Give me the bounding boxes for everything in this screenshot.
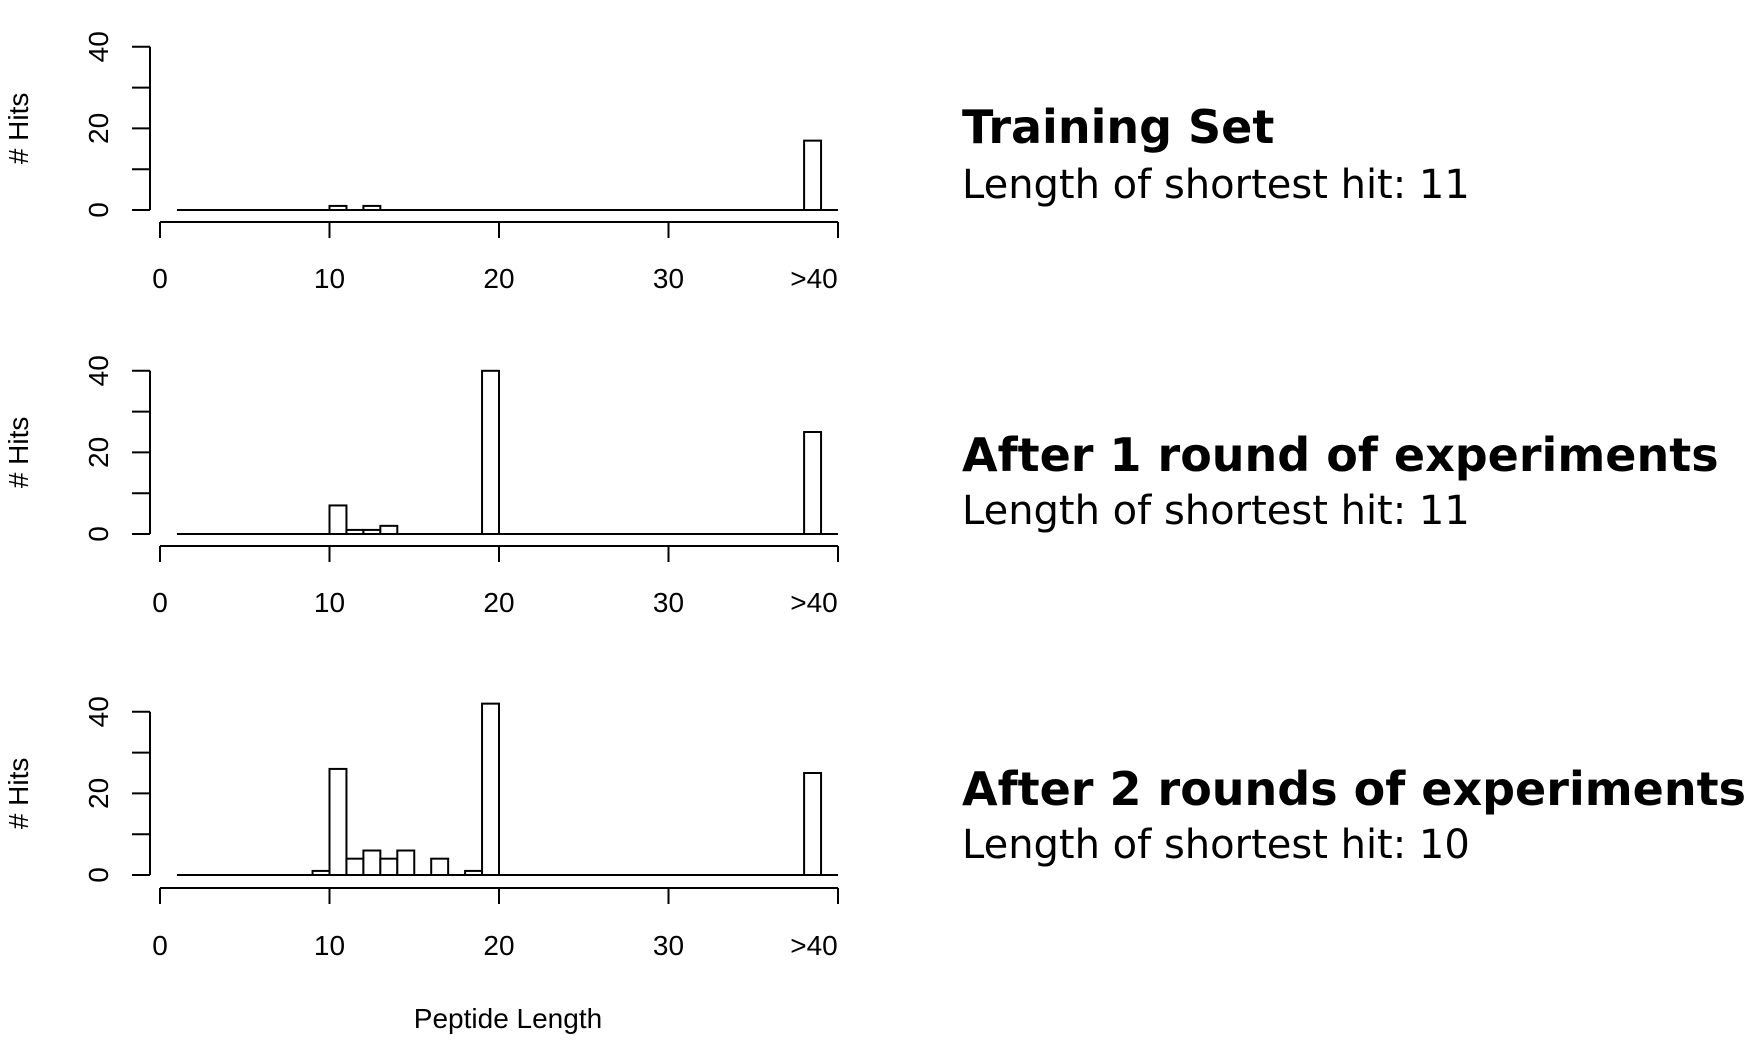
x-tick-label: 20 bbox=[483, 930, 514, 961]
y-axis-title: # Hits bbox=[3, 93, 34, 165]
x-tick-label: 30 bbox=[653, 930, 684, 961]
y-tick-label: 0 bbox=[83, 867, 114, 883]
histogram-bar bbox=[345, 528, 365, 535]
histogram-bar bbox=[328, 767, 348, 876]
panel-caption-subtitle: Length of shortest hit: 11 bbox=[962, 162, 1470, 208]
histogram-bar bbox=[362, 849, 382, 877]
x-tick-label: 20 bbox=[483, 263, 514, 294]
histogram-bar bbox=[464, 869, 484, 876]
x-tick-label: 10 bbox=[314, 587, 345, 618]
panel-caption-title: After 2 rounds of experiments bbox=[962, 762, 1746, 816]
x-tick-label: 10 bbox=[314, 263, 345, 294]
y-tick-label: 0 bbox=[83, 526, 114, 542]
histogram-bar bbox=[396, 849, 416, 877]
histogram-bar bbox=[481, 702, 500, 877]
histogram-bar bbox=[362, 204, 382, 211]
x-tick-label: >40 bbox=[790, 587, 838, 618]
x-tick-label: 0 bbox=[152, 587, 168, 618]
histogram-bar bbox=[803, 772, 823, 876]
x-tick-label: 0 bbox=[152, 263, 168, 294]
y-tick-label: 20 bbox=[83, 113, 114, 144]
x-tick-label: 10 bbox=[314, 930, 345, 961]
y-tick-label: 40 bbox=[83, 696, 114, 727]
histogram-panel: 0 20 40 # Hits 0 10 20 30 >40 After 1 round of ex… bbox=[3, 355, 1719, 618]
histogram-bar bbox=[379, 857, 399, 876]
histogram-bar bbox=[379, 524, 399, 536]
histogram-bar bbox=[803, 139, 823, 211]
histogram-bar bbox=[803, 431, 823, 535]
histogram-bar bbox=[345, 857, 365, 876]
y-tick-label: 40 bbox=[83, 31, 114, 62]
y-tick-label: 0 bbox=[83, 202, 114, 218]
histogram-bar bbox=[328, 504, 348, 536]
x-tick-label: 0 bbox=[152, 930, 168, 961]
panel-caption-subtitle: Length of shortest hit: 10 bbox=[962, 822, 1470, 868]
y-axis-title: # Hits bbox=[3, 417, 34, 489]
x-tick-label: 30 bbox=[653, 263, 684, 294]
y-tick-label: 20 bbox=[83, 437, 114, 468]
histogram-bar bbox=[481, 369, 500, 535]
x-tick-label: 30 bbox=[653, 587, 684, 618]
histogram-bar bbox=[430, 857, 450, 876]
histogram-bar bbox=[328, 204, 348, 211]
panel-caption-title: Training Set bbox=[962, 100, 1274, 154]
histogram-bar bbox=[362, 528, 382, 535]
panel-caption-title: After 1 round of experiments bbox=[962, 428, 1719, 482]
x-axis-title: Peptide Length bbox=[414, 1003, 602, 1034]
y-tick-label: 40 bbox=[83, 355, 114, 386]
x-tick-label: >40 bbox=[790, 930, 838, 961]
y-axis-title: # Hits bbox=[3, 758, 34, 830]
panel-caption-subtitle: Length of shortest hit: 11 bbox=[962, 488, 1470, 534]
histogram-panel: 0 20 40 # Hits 0 10 20 30 >40 Training Set Length … bbox=[3, 31, 1470, 294]
x-tick-label: 20 bbox=[483, 587, 514, 618]
x-tick-label: >40 bbox=[790, 263, 838, 294]
histogram-panel: 0 20 40 # Hits 0 10 20 30 >40 Peptide Length After… bbox=[3, 696, 1746, 1034]
y-tick-label: 20 bbox=[83, 778, 114, 809]
histogram-bar bbox=[311, 869, 331, 876]
